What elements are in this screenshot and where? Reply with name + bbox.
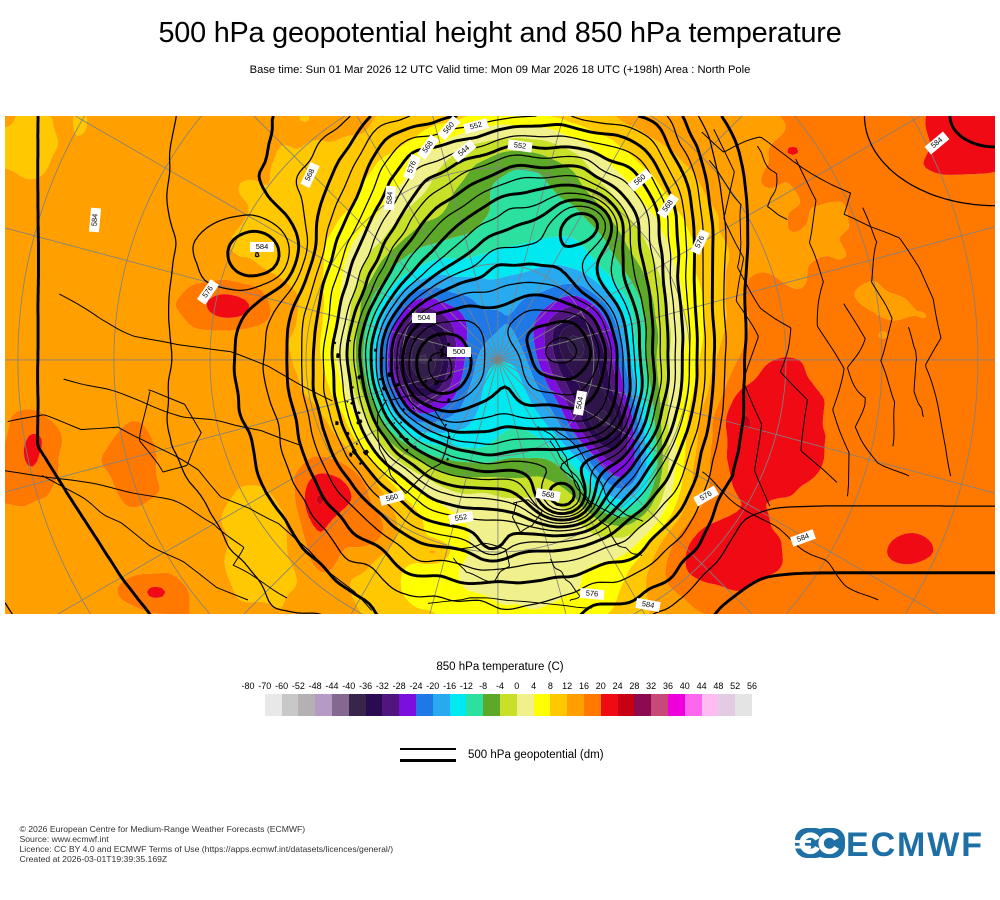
svg-text:ECMWF: ECMWF bbox=[846, 826, 982, 864]
